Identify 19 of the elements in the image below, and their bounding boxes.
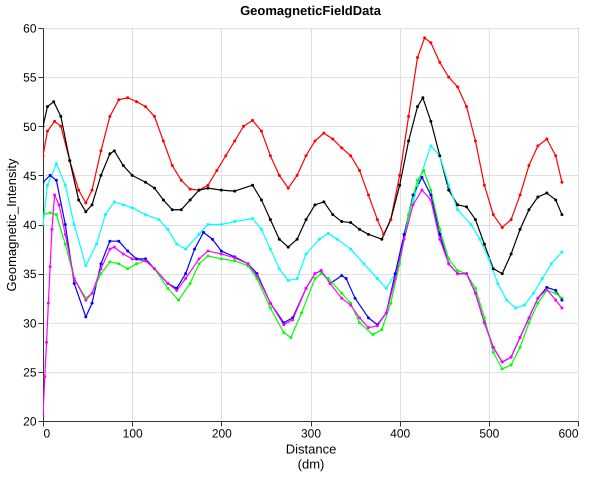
y-axis-title: Geomagnetic_Intensity [4, 158, 20, 292]
x-tick-label: 600 [558, 426, 579, 440]
x-tick-label: 400 [390, 426, 410, 440]
x-tick-label: 500 [479, 426, 500, 440]
y-tick-label: 50 [23, 120, 37, 134]
x-tick-label: 0 [44, 426, 50, 440]
y-tick-label: 60 [23, 22, 37, 36]
y-tick-label: 20 [23, 414, 37, 428]
y-tick-label: 55 [23, 70, 37, 85]
x-tick-label: 100 [122, 426, 143, 440]
y-tick-label: 30 [23, 316, 37, 330]
y-tick-label: 45 [23, 168, 37, 183]
x-tick-label: 300 [300, 426, 322, 440]
y-tick-label: 35 [23, 267, 37, 282]
x-axis-title: Distance (dm) [286, 442, 336, 472]
y-tick-label: 25 [23, 365, 37, 380]
x-tick-label: 200 [212, 426, 232, 440]
chart-title: GeomagneticFieldData [240, 3, 382, 18]
y-tick-label: 40 [23, 218, 37, 232]
